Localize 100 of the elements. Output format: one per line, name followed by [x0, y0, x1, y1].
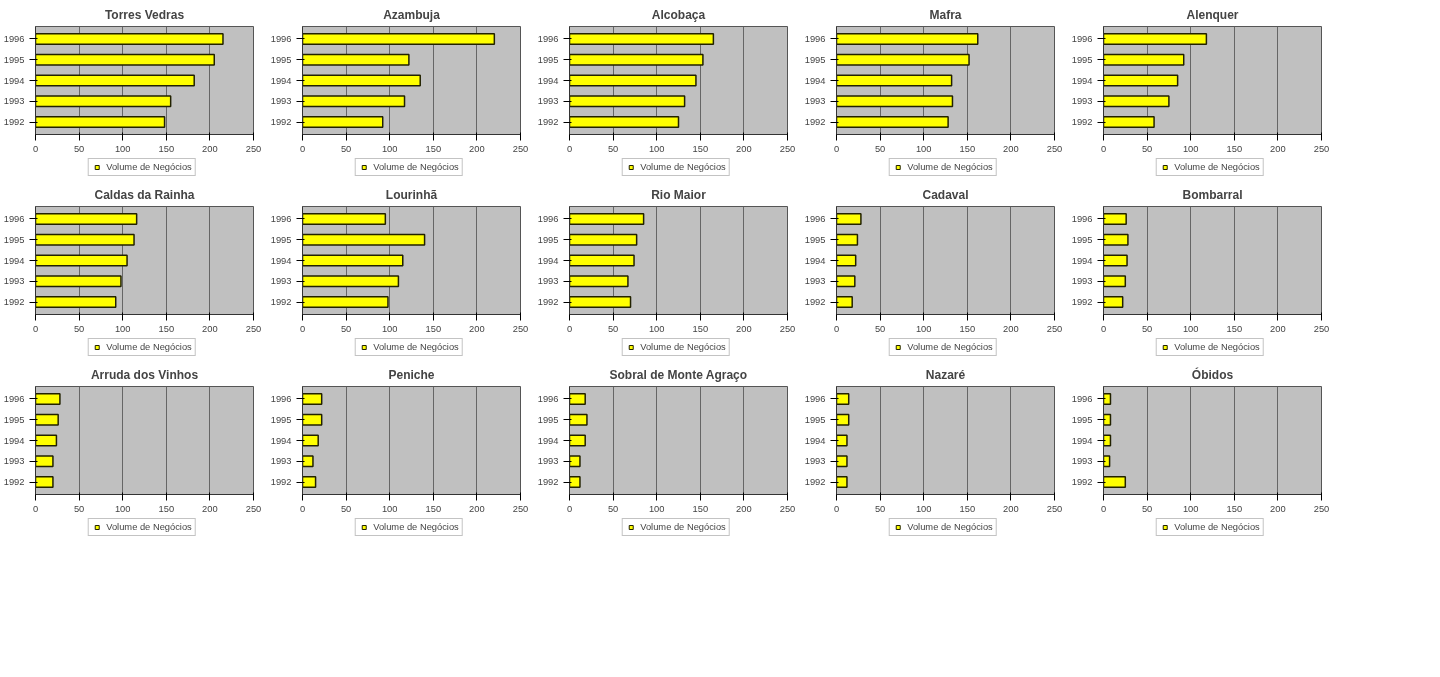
x-tick-label: 0 — [299, 503, 306, 514]
bar — [302, 213, 387, 225]
x-tick-label: 50 — [1141, 503, 1153, 514]
y-tick-label: 1994 — [1071, 75, 1093, 86]
x-tick-label: 200 — [469, 143, 485, 154]
y-tick-label: 1993 — [270, 456, 292, 467]
y-tick-label: 1993 — [270, 276, 292, 287]
y-tick-label: 1994 — [537, 75, 559, 86]
x-tick-label: 200 — [202, 503, 218, 514]
bar — [836, 74, 953, 87]
x-tick-label: 250 — [245, 143, 262, 154]
legend-label: Volume de Negócios — [106, 342, 192, 352]
y-tick-label: 1995 — [1071, 414, 1093, 425]
y-tick-label: 1994 — [270, 435, 292, 446]
x-tick-label: 0 — [833, 503, 840, 514]
x-tick-label: 50 — [73, 323, 85, 334]
y-tick-label: 1995 — [537, 414, 559, 425]
bar — [836, 116, 949, 128]
bar — [569, 393, 586, 405]
chart-title: Azambuja — [383, 7, 441, 22]
x-tick-label: 0 — [566, 503, 573, 514]
legend-label: Volume de Negócios — [373, 162, 459, 172]
y-tick-label: 1993 — [1071, 276, 1093, 287]
legend-label: Volume de Negócios — [640, 522, 726, 532]
y-tick-label: 1993 — [3, 456, 25, 467]
x-tick-label: 50 — [607, 143, 619, 154]
chart-title: Mafra — [929, 7, 962, 22]
bar — [35, 74, 195, 87]
y-tick-label: 1995 — [1071, 234, 1093, 245]
chart-title: Sobral de Monte Agraço — [609, 367, 748, 382]
x-tick-label: 0 — [566, 323, 573, 334]
x-tick-label: 150 — [1226, 323, 1243, 334]
bar — [836, 33, 979, 45]
bar — [35, 455, 54, 468]
y-tick-label: 1994 — [3, 75, 25, 86]
y-tick-label: 1996 — [1071, 393, 1093, 404]
x-tick-label: 250 — [779, 503, 796, 514]
y-tick-label: 1993 — [3, 276, 25, 287]
bar — [569, 33, 715, 45]
chart-title: Bombarral — [1182, 187, 1243, 202]
bar — [569, 434, 586, 447]
bar — [569, 296, 632, 308]
y-tick-label: 1993 — [804, 456, 826, 467]
chart-title: Alenquer — [1186, 7, 1239, 22]
y-tick-label: 1992 — [1071, 477, 1093, 488]
bar — [35, 53, 216, 66]
x-tick-label: 250 — [1046, 143, 1063, 154]
legend-label: Volume de Negócios — [907, 342, 993, 352]
x-tick-label: 150 — [158, 503, 175, 514]
x-tick-label: 200 — [202, 323, 218, 334]
x-tick-label: 100 — [1182, 323, 1199, 334]
x-tick-label: 250 — [1046, 323, 1063, 334]
bar — [569, 233, 638, 246]
legend-label: Volume de Negócios — [640, 162, 726, 172]
bar — [302, 434, 319, 447]
y-tick-label: 1995 — [270, 414, 292, 425]
chart-title: Arruda dos Vinhos — [90, 367, 199, 382]
y-tick-label: 1992 — [270, 117, 292, 128]
x-tick-label: 150 — [959, 323, 976, 334]
y-tick-label: 1994 — [3, 435, 25, 446]
x-tick-label: 100 — [915, 143, 932, 154]
x-tick-label: 200 — [736, 323, 752, 334]
chart-title: Óbidos — [1191, 366, 1234, 382]
chart-title: Caldas da Rainha — [94, 187, 195, 202]
x-tick-label: 250 — [512, 143, 529, 154]
bar — [35, 213, 138, 225]
bar — [1103, 33, 1208, 45]
y-tick-label: 1996 — [3, 33, 25, 44]
x-tick-label: 50 — [1141, 143, 1153, 154]
legend-label: Volume de Negócios — [907, 522, 993, 532]
x-tick-label: 0 — [299, 323, 306, 334]
x-tick-label: 250 — [1313, 503, 1330, 514]
bar — [302, 296, 389, 308]
y-tick-label: 1996 — [804, 393, 826, 404]
x-tick-label: 200 — [736, 143, 752, 154]
x-tick-label: 100 — [1182, 143, 1199, 154]
y-tick-label: 1994 — [3, 255, 25, 266]
y-tick-label: 1992 — [1071, 117, 1093, 128]
x-tick-label: 250 — [779, 143, 796, 154]
x-tick-label: 150 — [425, 503, 442, 514]
y-tick-label: 1996 — [537, 33, 559, 44]
y-tick-label: 1994 — [270, 75, 292, 86]
x-tick-label: 150 — [1226, 503, 1243, 514]
x-tick-label: 0 — [833, 323, 840, 334]
bar — [569, 254, 635, 267]
x-tick-label: 200 — [469, 503, 485, 514]
bar — [1103, 53, 1185, 66]
bar — [1103, 116, 1155, 128]
x-tick-label: 250 — [1313, 323, 1330, 334]
x-tick-label: 50 — [874, 503, 886, 514]
bar — [569, 95, 686, 108]
chart-title: Nazaré — [925, 367, 966, 382]
x-tick-label: 50 — [340, 503, 352, 514]
y-tick-label: 1994 — [1071, 255, 1093, 266]
bar — [1103, 74, 1179, 87]
y-tick-label: 1992 — [3, 477, 25, 488]
y-tick-label: 1995 — [804, 54, 826, 65]
x-tick-label: 0 — [32, 143, 39, 154]
x-tick-label: 0 — [566, 143, 573, 154]
x-tick-label: 100 — [648, 143, 665, 154]
